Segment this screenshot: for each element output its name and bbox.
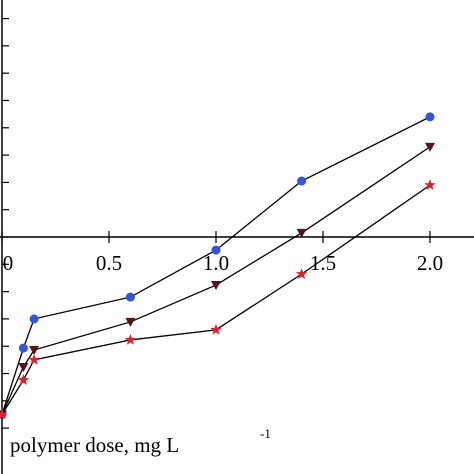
marker: [18, 362, 29, 372]
marker: [29, 346, 40, 356]
marker: [295, 268, 308, 279]
line: [1, 146, 431, 415]
marker: [425, 112, 435, 122]
x-tick-label: 2.0: [417, 251, 443, 275]
marker: [125, 317, 136, 327]
marker: [425, 142, 436, 152]
marker: [29, 314, 39, 324]
x-axis-label: polymer dose, mg L: [10, 433, 179, 457]
marker: [28, 353, 40, 365]
line: [1, 184, 431, 415]
x-tick-label: 1.5: [310, 251, 336, 275]
marker: [17, 374, 30, 385]
marker: [124, 333, 137, 345]
marker: [296, 228, 307, 238]
x-tick-label: 0.5: [96, 251, 122, 275]
marker: [424, 179, 436, 190]
marker: [210, 281, 221, 291]
marker: [297, 176, 307, 186]
x-axis-label-sup: -1: [260, 426, 271, 441]
marker: [211, 245, 221, 255]
marker: [18, 343, 28, 353]
marker: [125, 292, 135, 302]
marker: [210, 323, 222, 335]
x-tick-label: 0: [3, 251, 14, 275]
marker: [0, 408, 8, 420]
